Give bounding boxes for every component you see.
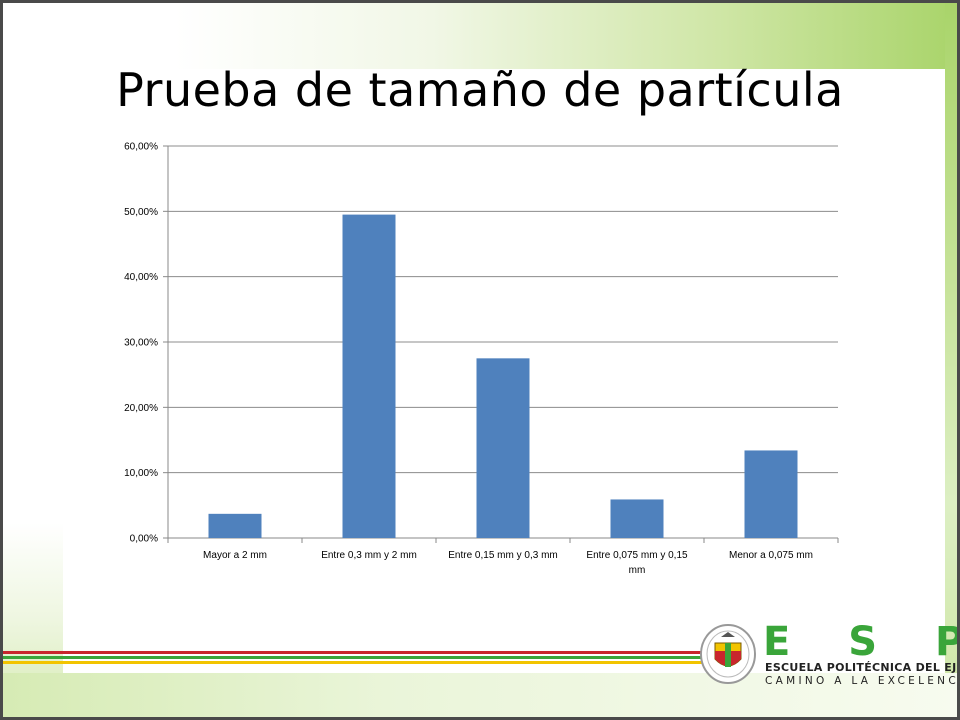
bar	[476, 358, 530, 538]
bar	[744, 450, 798, 538]
bar	[610, 499, 664, 538]
brand-tagline: CAMINO A LA EXCELENCIA	[765, 675, 957, 687]
y-tick-label: 40,00%	[124, 272, 158, 283]
x-tick-label: mm	[629, 565, 646, 576]
institution-name: ESCUELA POLITÉCNICA DEL EJÉRCITO	[765, 661, 957, 674]
x-tick-label: Mayor a 2 mm	[203, 550, 267, 561]
footer-stripe-green	[3, 656, 703, 659]
footer-stripe-red	[3, 651, 703, 654]
y-tick-label: 20,00%	[124, 403, 158, 414]
slide: Prueba de tamaño de partícula 0,00% 10,00…	[3, 3, 957, 717]
bar-chart: 0,00% 10,00% 20,00% 30,00% 40,00% 50,00% 60,00…	[124, 142, 839, 576]
bar	[342, 214, 396, 538]
y-tick-label: 30,00%	[124, 338, 158, 349]
top-gradient-band	[3, 3, 957, 69]
bottom-gradient-band	[3, 673, 957, 717]
y-tick-label: 60,00%	[124, 142, 158, 153]
bar	[208, 513, 262, 538]
university-seal-icon	[700, 624, 756, 684]
x-tick-label: Entre 0,3 mm y 2 mm	[321, 550, 417, 561]
slide-title: Prueba de tamaño de partícula	[116, 63, 844, 117]
y-tick-label: 10,00%	[124, 468, 158, 479]
y-tick-label: 50,00%	[124, 207, 158, 218]
x-tick-label: Menor a 0,075 mm	[729, 550, 813, 561]
x-tick-label: Entre 0,15 mm y 0,3 mm	[448, 550, 557, 561]
y-tick-label: 0,00%	[130, 534, 158, 545]
brand-name: E S P E	[763, 619, 957, 665]
espe-logo: E S P E ESCUELA POLITÉCNICA DEL EJÉRCITO…	[699, 619, 957, 693]
footer-stripe-yellow	[3, 661, 703, 664]
right-gradient-strip	[945, 3, 957, 717]
x-tick-label: Entre 0,075 mm y 0,15	[586, 550, 688, 561]
